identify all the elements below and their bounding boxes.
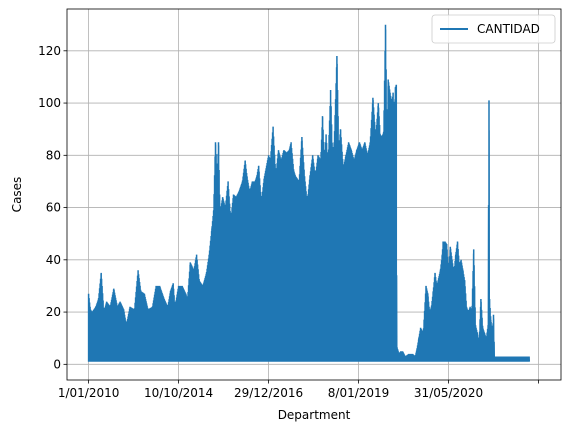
x-tick-label: 31/05/2020 [414, 386, 483, 400]
y-tick-label: 40 [46, 253, 61, 267]
y-tick-label: 60 [46, 201, 61, 215]
y-axis-label: Cases [10, 177, 24, 213]
legend: CANTIDAD [431, 14, 556, 44]
y-tick-label: 20 [46, 305, 61, 319]
x-tick-label: 10/10/2014 [144, 386, 213, 400]
series-layer [87, 24, 531, 362]
y-axis-ticks: 0 20 40 60 80 100 120 [38, 44, 67, 371]
plot-frame [66, 8, 562, 381]
legend-label: CANTIDAD [477, 22, 540, 36]
grid-lines [67, 9, 561, 380]
x-axis-ticks: 1/01/2010 10/10/2014 29/12/2016 8/01/2019 31… [58, 380, 539, 400]
x-tick-label: 1/01/2010 [58, 386, 120, 400]
legend-box [431, 14, 556, 44]
y-tick-label: 120 [38, 44, 61, 58]
y-tick-label: 80 [46, 148, 61, 162]
x-tick-label: 8/01/2019 [328, 386, 390, 400]
x-tick-label: 29/12/2016 [234, 386, 303, 400]
y-tick-label: 100 [38, 96, 61, 110]
series-line-cantidad [87, 24, 531, 362]
y-tick-label: 0 [53, 357, 61, 371]
x-axis-label: Department [278, 408, 351, 422]
